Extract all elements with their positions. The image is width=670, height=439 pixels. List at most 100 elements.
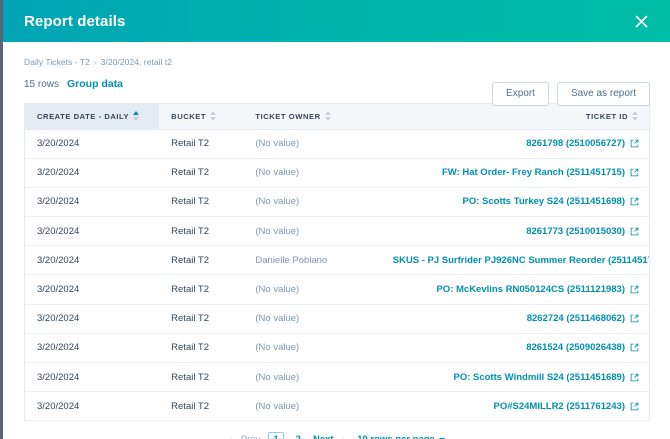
column-header-label: BUCKET	[171, 111, 207, 121]
cell-ticket-id: 8261773 (2510015030)	[380, 216, 649, 247]
ticket-link[interactable]: PO: Scotts Turkey S24 (2511451698)	[463, 196, 639, 207]
rows-per-page-label: 10 rows per page	[357, 434, 435, 439]
page-button-1[interactable]: 1	[268, 432, 284, 439]
external-link-icon[interactable]	[630, 139, 639, 148]
ticket-link[interactable]: 8262724 (2511468062)	[527, 313, 639, 324]
table-row: 3/20/2024 Retail T2 (No value) 8261773 (251…	[25, 216, 649, 247]
row-count-label: 15 rows	[24, 79, 60, 90]
rows-per-page-select[interactable]: 10 rows per page	[357, 434, 445, 439]
cell-ticket-owner: (No value)	[243, 304, 381, 334]
sort-icon[interactable]	[632, 110, 639, 122]
modal-header: Report details	[3, 0, 670, 42]
sort-icon[interactable]	[324, 110, 332, 122]
external-link-icon[interactable]	[630, 197, 639, 206]
external-link-icon[interactable]	[630, 285, 639, 294]
column-header-create-date[interactable]: CREATE DATE - DAILY	[25, 104, 160, 130]
cell-ticket-owner: (No value)	[243, 158, 381, 188]
ticket-link-label: SKUS - PJ Surfrider PJ926NC Summer Reord…	[392, 254, 649, 266]
pagination: ‹ Prev 1 2 Next › 10 rows per page	[3, 432, 670, 439]
chevron-left-icon[interactable]: ‹	[228, 433, 233, 439]
report-table-container: CREATE DATE - DAILY BUCKET TICKET OWNER	[24, 103, 650, 422]
cell-ticket-id: PO#S24MILLR2 (2511761243)	[380, 391, 649, 422]
ticket-link[interactable]: 8261798 (2510056727)	[526, 138, 639, 149]
cell-ticket-owner: (No value)	[243, 274, 381, 305]
cell-bucket: Retail T2	[159, 304, 244, 334]
ticket-link[interactable]: SKUS - PJ Surfrider PJ926NC Summer Reord…	[393, 255, 649, 266]
save-as-report-button[interactable]: Save as report	[556, 82, 650, 106]
column-header-label: TICKET OWNER	[255, 111, 321, 121]
breadcrumb: Daily Tickets - T2 › 3/20/2024, retail t…	[24, 57, 650, 67]
header-actions: Export Save as report	[492, 82, 650, 106]
cell-create-date: 3/20/2024	[25, 391, 160, 422]
chevron-right-icon[interactable]: ›	[342, 433, 347, 439]
cell-bucket: Retail T2	[159, 216, 244, 247]
ticket-link-label: PO: Scotts Windmill S24 (2511451689)	[453, 371, 625, 383]
column-header-ticket-id[interactable]: TICKET ID	[380, 104, 649, 130]
ticket-link-label: FW: Hat Order- Frey Ranch (2511451715)	[441, 167, 625, 179]
cell-create-date: 3/20/2024	[25, 158, 160, 188]
ticket-link-label: PO: Scotts Turkey S24 (2511451698)	[462, 196, 625, 208]
ticket-link[interactable]: 8261773 (2510015030)	[526, 226, 639, 237]
ticket-link-label: 8261773 (2510015030)	[526, 225, 625, 237]
close-icon[interactable]	[630, 10, 652, 32]
export-button[interactable]: Export	[492, 82, 549, 106]
cell-create-date: 3/20/2024	[25, 274, 160, 305]
cell-create-date: 3/20/2024	[25, 362, 160, 393]
ticket-link[interactable]: FW: Hat Order- Frey Ranch (2511451715)	[442, 167, 639, 178]
next-page-button[interactable]: Next	[313, 434, 334, 439]
table-row: 3/20/2024 Retail T2 (No value) PO#S24MILLR2…	[25, 391, 649, 422]
ticket-link-label: PO: McKevlins RN050124CS (2511121983)	[436, 284, 625, 296]
external-link-icon[interactable]	[630, 343, 639, 352]
breadcrumb-item-0[interactable]: Daily Tickets - T2	[24, 57, 90, 67]
page-title: Report details	[24, 12, 126, 30]
breadcrumb-item-1[interactable]: 3/20/2024, retail t2	[100, 57, 173, 67]
column-header-label: TICKET ID	[585, 111, 628, 121]
ticket-link[interactable]: PO: McKevlins RN050124CS (2511121983)	[436, 284, 639, 295]
rows-summary: 15 rows Group data	[24, 78, 650, 90]
sort-icon[interactable]	[210, 110, 217, 122]
cell-bucket: Retail T2	[159, 129, 244, 159]
sort-ascending-icon[interactable]	[133, 110, 140, 122]
table-row: 3/20/2024 Retail T2 (No value) FW: Hat Orde…	[25, 158, 649, 188]
table-row: 3/20/2024 Retail T2 (No value) 8261524 (250…	[25, 333, 649, 364]
external-link-icon[interactable]	[630, 373, 639, 382]
table-row: 3/20/2024 Retail T2 Danielle Poblano SKUS -…	[25, 245, 649, 276]
table-header: CREATE DATE - DAILY BUCKET TICKET OWNER	[25, 104, 649, 130]
cell-create-date: 3/20/2024	[25, 187, 160, 218]
ticket-link[interactable]: PO#S24MILLR2 (2511761243)	[494, 401, 640, 412]
column-header-ticket-owner[interactable]: TICKET OWNER	[243, 104, 381, 130]
cell-create-date: 3/20/2024	[25, 216, 160, 247]
external-link-icon[interactable]	[630, 314, 639, 323]
prev-page-button[interactable]: Prev	[241, 434, 261, 439]
ticket-link[interactable]: PO: Scotts Windmill S24 (2511451689)	[453, 372, 639, 383]
chevron-down-icon	[438, 437, 445, 439]
table-row: 3/20/2024 Retail T2 (No value) PO: McKevlin…	[25, 274, 649, 305]
table-row: 3/20/2024 Retail T2 (No value) PO: Scotts W…	[25, 362, 649, 393]
group-data-link[interactable]: Group data	[67, 78, 124, 90]
sub-header: Daily Tickets - T2 › 3/20/2024, retail t…	[3, 42, 670, 106]
column-header-label: CREATE DATE - DAILY	[37, 111, 130, 121]
page-button-2[interactable]: 2	[292, 433, 305, 439]
cell-ticket-owner: (No value)	[243, 216, 381, 247]
cell-ticket-id: SKUS - PJ Surfrider PJ926NC Summer Reord…	[380, 245, 649, 276]
cell-ticket-owner: (No value)	[243, 129, 381, 159]
table-row: 3/20/2024 Retail T2 (No value) PO: Scotts T…	[25, 187, 649, 218]
cell-bucket: Retail T2	[159, 333, 244, 364]
external-link-icon[interactable]	[630, 227, 639, 236]
cell-create-date: 3/20/2024	[25, 304, 160, 334]
cell-create-date: 3/20/2024	[25, 333, 160, 364]
cell-bucket: Retail T2	[159, 274, 244, 305]
cell-ticket-id: FW: Hat Order- Frey Ranch (2511451715)	[380, 158, 649, 188]
ticket-link-label: 8261798 (2510056727)	[526, 138, 625, 150]
table-header-row: CREATE DATE - DAILY BUCKET TICKET OWNER	[25, 104, 649, 130]
external-link-icon[interactable]	[630, 168, 639, 177]
cell-create-date: 3/20/2024	[25, 129, 160, 159]
ticket-link[interactable]: 8261524 (2509026438)	[526, 342, 639, 353]
cell-bucket: Retail T2	[159, 245, 244, 276]
column-header-bucket[interactable]: BUCKET	[159, 104, 244, 130]
cell-bucket: Retail T2	[159, 158, 244, 188]
table-row: 3/20/2024 Retail T2 (No value) 8261798 (251…	[25, 129, 649, 159]
external-link-icon[interactable]	[630, 402, 639, 411]
cell-ticket-id: 8261524 (2509026438)	[380, 333, 649, 364]
